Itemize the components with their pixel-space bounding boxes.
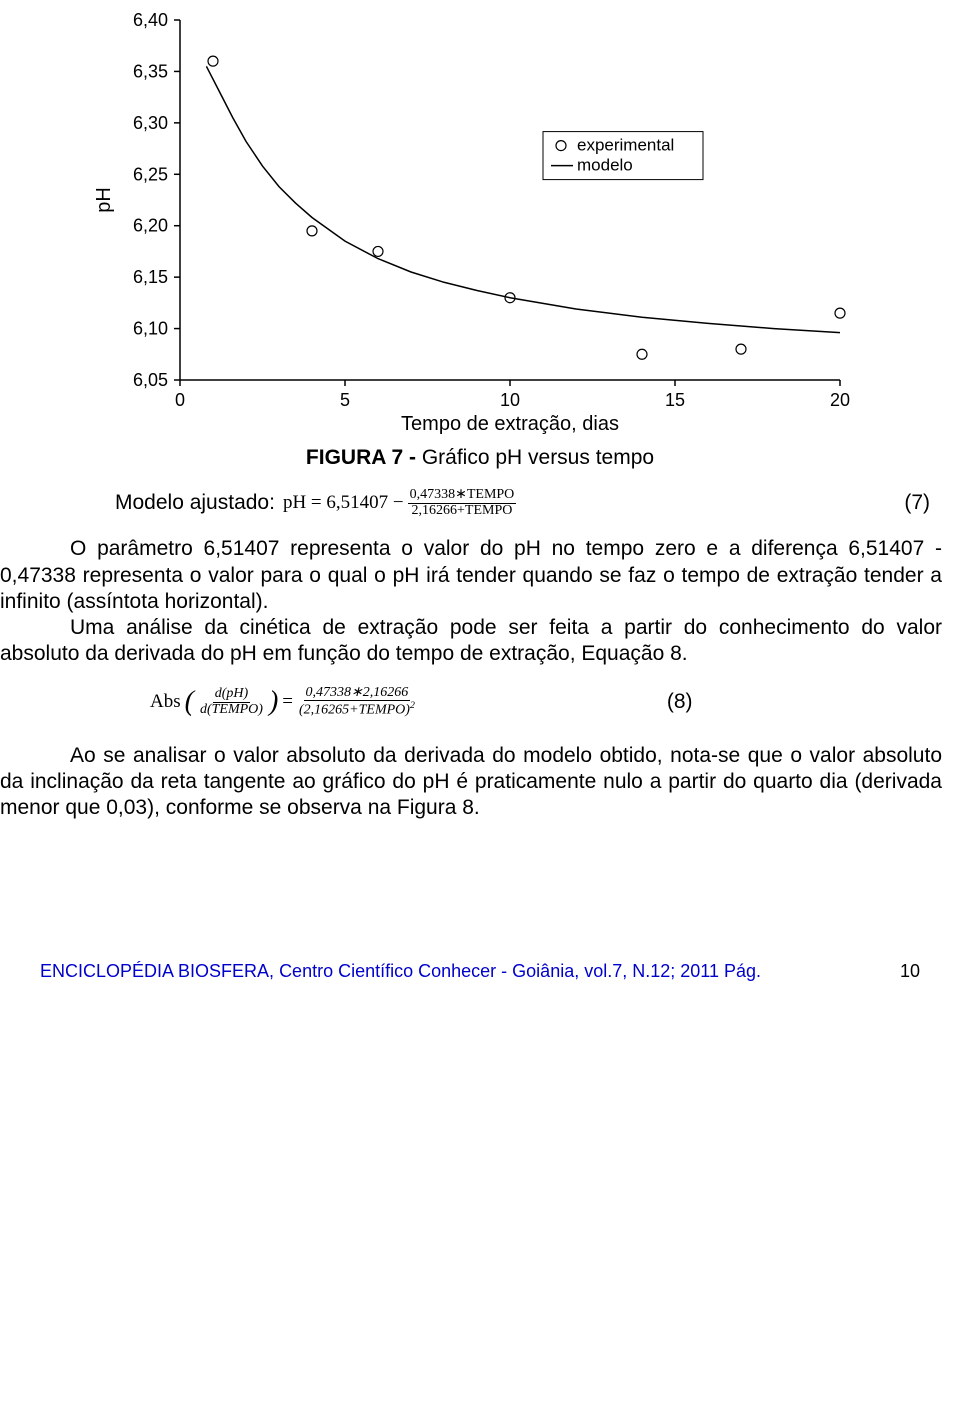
- eq8-rhs-den-base: (2,16265+TEMPO): [299, 703, 410, 718]
- figure-caption-text: Gráfico pH versus tempo: [422, 446, 654, 469]
- svg-text:6,05: 6,05: [133, 370, 168, 390]
- svg-text:modelo: modelo: [577, 156, 633, 175]
- svg-text:6,30: 6,30: [133, 113, 168, 133]
- svg-text:5: 5: [340, 390, 350, 410]
- svg-text:6,35: 6,35: [133, 61, 168, 81]
- eq7-frac-den: 2,16266+TEMPO: [410, 504, 515, 519]
- eq8-rhs-den-exp: 2: [410, 700, 415, 711]
- chart-svg: 6,05 6,10 6,15 6,20 6,25 6,30 6,35 6,40 0 5 10 15 20…: [90, 10, 860, 440]
- equation-8-block: Abs ( d(pH) d(TEMPO) ) = 0,47338∗2,16266…: [150, 686, 960, 719]
- paragraph-3-text: Ao se analisar o valor absoluto da deriv…: [0, 744, 942, 820]
- svg-text:pH: pH: [93, 187, 115, 213]
- eq7-fraction: 0,47338∗TEMPO 2,16266+TEMPO: [408, 488, 517, 518]
- paragraph-2-text: Uma análise da cinética de extração pode…: [0, 616, 942, 665]
- modelo-ajustado-prefix: Modelo ajustado:: [115, 491, 275, 515]
- svg-text:6,40: 6,40: [133, 10, 168, 30]
- svg-text:Tempo de extração, dias: Tempo de extração, dias: [401, 413, 619, 435]
- svg-text:15: 15: [665, 390, 685, 410]
- svg-text:experimental: experimental: [577, 136, 674, 155]
- eq8-abs: Abs: [150, 691, 181, 713]
- paragraph-3: Ao se analisar o valor absoluto da deriv…: [0, 743, 942, 822]
- figure-caption: FIGURA 7 - Gráfico pH versus tempo: [0, 446, 960, 470]
- paragraph-1: O parâmetro 6,51407 representa o valor d…: [0, 536, 942, 667]
- eq8-number: (8): [667, 690, 693, 714]
- svg-text:6,10: 6,10: [133, 319, 168, 339]
- eq8-lhs-den: d(TEMPO): [198, 703, 265, 718]
- eq8-rhs-num: 0,47338∗2,16266: [304, 686, 411, 702]
- eq8-rhs-frac: 0,47338∗2,16266 (2,16265+TEMPO)2: [297, 686, 417, 719]
- footer: ENCICLOPÉDIA BIOSFERA, Centro Científico…: [40, 961, 920, 982]
- ph-vs-tempo-chart: 6,05 6,10 6,15 6,20 6,25 6,30 6,35 6,40 0 5 10 15 20…: [90, 10, 860, 440]
- svg-text:0: 0: [175, 390, 185, 410]
- figure-label: FIGURA 7 -: [306, 446, 422, 469]
- footer-text: ENCICLOPÉDIA BIOSFERA, Centro Científico…: [40, 961, 761, 982]
- footer-page-number: 10: [900, 961, 920, 982]
- eq7-number: (7): [904, 491, 930, 515]
- paragraph-1-text: O parâmetro 6,51407 representa o valor d…: [0, 537, 942, 613]
- svg-text:20: 20: [830, 390, 850, 410]
- eq8-lhs-frac: d(pH) d(TEMPO): [198, 687, 265, 717]
- svg-text:6,25: 6,25: [133, 164, 168, 184]
- svg-text:10: 10: [500, 390, 520, 410]
- svg-text:6,20: 6,20: [133, 216, 168, 236]
- svg-text:6,15: 6,15: [133, 267, 168, 287]
- modelo-ajustado-line: Modelo ajustado: pH = 6,51407 − 0,47338∗…: [115, 488, 960, 518]
- equation-7: pH = 6,51407 − 0,47338∗TEMPO 2,16266+TEM…: [283, 488, 516, 518]
- eq7-lhs: pH = 6,51407 −: [283, 492, 404, 514]
- page: 6,056,106,156,206,256,306,356,4005101520…: [0, 10, 960, 1022]
- eq8-lhs-num: d(pH): [213, 687, 250, 703]
- eq8-rhs-den: (2,16265+TEMPO)2: [297, 701, 417, 718]
- equation-8: Abs ( d(pH) d(TEMPO) ) = 0,47338∗2,16266…: [150, 686, 417, 719]
- eq7-frac-num: 0,47338∗TEMPO: [408, 488, 517, 504]
